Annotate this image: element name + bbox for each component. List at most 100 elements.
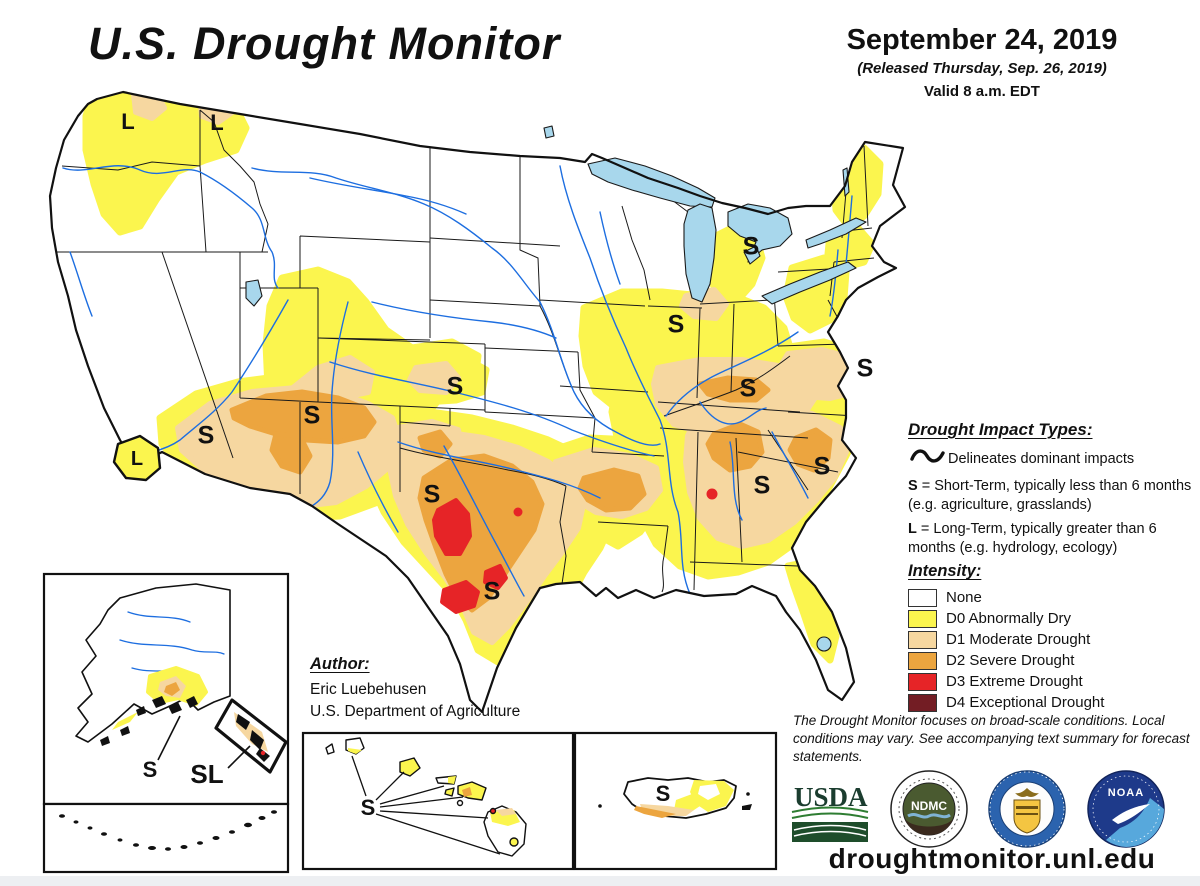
alaska-peninsula-d0 [112,712,138,730]
pr-white-core [698,784,720,800]
legend-row: D4 Exceptional Drought [908,692,1104,713]
alaska-d2 [164,682,180,696]
author-name: Eric Luebehusen [310,681,427,698]
map-date: September 24, 2019 [846,24,1118,56]
lakes [245,125,867,652]
legend-label: None [946,589,982,606]
niihau [325,743,335,755]
noaa-wordmark: NOAA [1108,787,1144,799]
usda-logo: USDA [791,782,869,842]
impact-label-michigan: S [742,232,760,261]
hawaii-leader-lines [351,755,501,855]
impact-types-heading: Drought Impact Types: [908,420,1093,439]
impact-label-colorado-kansas: S [446,372,464,401]
impact-label-south-carolina: S [813,452,831,481]
author-heading: Author: [310,655,370,673]
puerto-rico-inset [573,731,778,871]
legend-swatch [908,630,937,649]
legend-row: None [908,587,1104,608]
impact-label-hawaii: S [360,795,376,820]
lake-of-the-woods [543,125,555,139]
long-term-text: = Long-Term, typically greater than 6 mo… [908,521,1157,556]
legend-swatch [908,609,937,628]
alaska-inset [42,572,290,874]
panhandle-box [214,698,288,774]
vieques [742,804,752,810]
legend-label: D1 Moderate Drought [946,631,1091,648]
lanai [444,787,455,797]
state-borders [50,109,875,593]
impact-label-southern-california: L [130,448,144,470]
bottom-edge [0,876,1200,886]
legend-row: D0 Abnormally Dry [908,608,1104,629]
impact-label-west-texas: S [423,480,441,509]
author-org: U.S. Department of Agriculture [310,703,521,720]
impact-label-arizona: S [197,421,215,450]
legend-label: D2 Severe Drought [946,652,1075,669]
impact-label-central-texas: S [483,577,501,606]
hawaii-inset [301,731,575,871]
oahu [399,757,421,777]
mona [598,804,602,808]
impact-label-new-mexico: S [303,401,321,430]
intensity-heading: Intensity: [908,562,982,580]
short-term-definition: S = Short-Term, typically less than 6 mo… [908,477,1200,514]
legend-label: D0 Abnormally Dry [946,610,1072,627]
legend-swatch [908,693,937,712]
kahoolawe [456,799,464,807]
valid-time: Valid 8 a.m. EDT [924,83,1040,100]
big-island-d0-dot [509,837,519,847]
alaska-coast-detail [100,696,198,746]
ndmc-wordmark: NDMC [911,799,947,813]
lake-michigan [683,203,717,303]
impact-label-kentucky: S [739,374,757,403]
aleutian-chain [59,810,277,851]
impact-label-virginia: S [856,354,874,383]
legend-row: D3 Extreme Drought [908,671,1104,692]
legend-row: D2 Severe Drought [908,650,1104,671]
impact-label-alaska: S [142,757,158,782]
panhandle-detail [234,712,270,762]
long-term-definition: L = Long-Term, typically greater than 6 … [908,520,1200,557]
big-island-d3 [489,807,497,815]
alaska-leader-lines [157,715,251,769]
short-term-text: = Short-Term, typically less than 6 mont… [908,478,1192,513]
legend-swatch [908,588,937,607]
legend-label: D4 Exceptional Drought [946,694,1105,711]
website-url: droughtmonitor.unl.edu [828,843,1156,874]
big-island-d1 [496,808,516,816]
kauai-d0 [348,748,362,754]
impact-label-illinois: S [667,310,685,339]
ndmc-logo: NDMC [890,770,968,848]
impact-label-georgia: S [753,471,771,500]
squiggle-icon [910,449,945,463]
rivers [62,165,853,597]
great-salt-lake [245,279,263,307]
disclaimer-text: The Drought Monitor focuses on broad-sca… [793,713,1190,764]
legend-swatch [908,651,937,670]
socal-d0-area [112,434,162,482]
lake-ontario [805,217,867,249]
us-outline [48,90,907,714]
saginaw-bay [743,245,761,265]
legend-label: D3 Extreme Drought [946,673,1083,690]
legend-row: D1 Moderate Drought [908,629,1104,650]
impact-label-puerto-rico: S [655,781,671,806]
release-date: (Released Thursday, Sep. 26, 2019) [857,60,1107,77]
long-term-code: L [908,521,917,537]
drought-layer-d3 [432,488,718,614]
lake-huron [727,203,793,263]
lake-okeechobee [816,636,832,652]
intensity-legend: None D0 Abnormally Dry D1 Moderate Drought… [908,587,1104,713]
short-term-code: S [908,478,918,494]
page-title: U.S. Drought Monitor [88,18,561,69]
culebra [746,792,750,796]
impact-label-alaska-panhandle: SL [190,759,224,789]
delineates-label: Delineates dominant impacts [948,451,1135,467]
noaa-logo: NOAA [1087,770,1165,848]
drought-layer-d2 [229,375,833,613]
lake-superior [587,157,716,208]
legend-swatch [908,672,937,691]
impact-label-washington: L [121,109,135,134]
